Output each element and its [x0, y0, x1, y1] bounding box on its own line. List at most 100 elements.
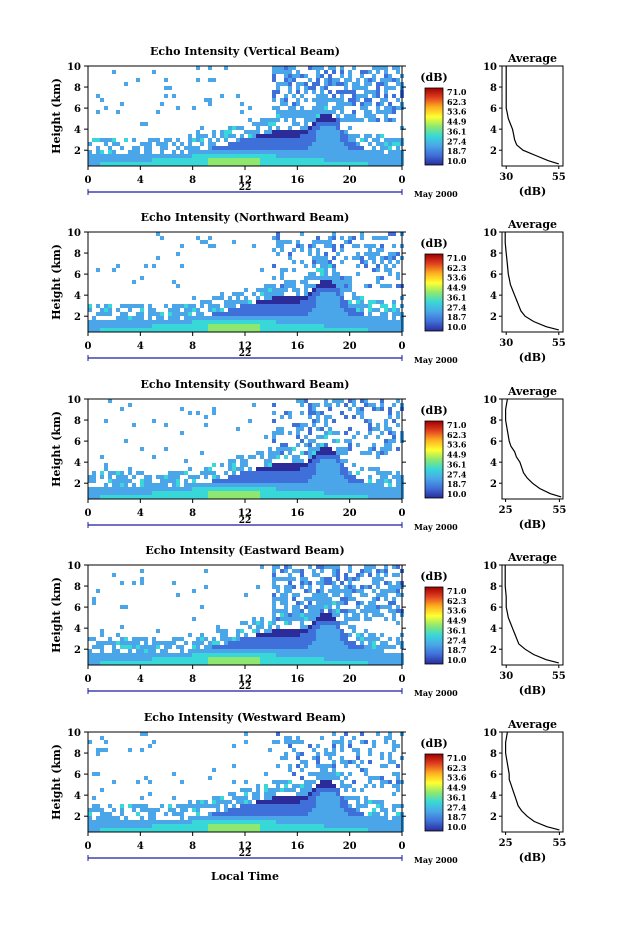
heatmap-cell — [188, 150, 192, 154]
heatmap-cell — [240, 328, 244, 332]
heatmap-cell — [332, 633, 336, 637]
heatmap-cell — [360, 593, 364, 597]
heatmap-cell — [108, 308, 112, 312]
heatmap-cell — [332, 110, 336, 114]
heatmap-cell — [352, 82, 356, 86]
heatmap-cell — [296, 244, 300, 248]
heatmap-cell — [112, 820, 116, 824]
heatmap-cell — [320, 609, 324, 613]
heatmap-cell — [396, 491, 400, 495]
heatmap-cell — [92, 316, 96, 320]
heatmap-cell — [196, 134, 200, 138]
heatmap-cell — [380, 256, 384, 260]
heatmap-cell — [292, 102, 296, 106]
heatmap-cell — [272, 609, 276, 613]
heatmap-cell — [272, 601, 276, 605]
heatmap-cell — [296, 653, 300, 657]
heatmap-cell — [260, 637, 264, 641]
heatmap-cell — [264, 804, 268, 808]
heatmap-cell — [388, 158, 392, 162]
heatmap-cell — [264, 288, 268, 292]
heatmap-cell — [176, 162, 180, 166]
heatmap-cell — [348, 427, 352, 431]
heatmap-cell — [340, 581, 344, 585]
heatmap-cell — [300, 114, 304, 118]
heatmap-cell — [252, 483, 256, 487]
heatmap-cell — [356, 407, 360, 411]
heatmap-cell — [368, 820, 372, 824]
heatmap-cell — [276, 788, 280, 792]
heatmap-cell — [160, 487, 164, 491]
heatmap-cell — [332, 748, 336, 752]
heatmap-cell — [364, 419, 368, 423]
heatmap-cell — [264, 304, 268, 308]
heatmap-cell — [252, 804, 256, 808]
heatmap-cell — [180, 824, 184, 828]
heatmap-cell — [364, 158, 368, 162]
heatmap-cell — [240, 110, 244, 114]
heatmap-cell — [280, 316, 284, 320]
heatmap-cell — [100, 455, 104, 459]
heatmap-cell — [100, 736, 104, 740]
heatmap-cell — [332, 768, 336, 772]
heatmap-cell — [280, 601, 284, 605]
heatmap-cell — [88, 661, 92, 665]
heatmap-cell — [364, 304, 368, 308]
heatmap-cell — [324, 316, 328, 320]
heatmap-cell — [244, 812, 248, 816]
heatmap-cell — [132, 653, 136, 657]
heatmap-cell — [376, 308, 380, 312]
heatmap-cell — [188, 828, 192, 832]
heatmap-cell — [396, 324, 400, 328]
heatmap-cell — [256, 475, 260, 479]
heatmap-cell — [328, 324, 332, 328]
heatmap-cell — [388, 601, 392, 605]
heatmap-cell — [280, 820, 284, 824]
heatmap-cell — [248, 158, 252, 162]
heatmap-cell — [292, 296, 296, 300]
heatmap-cell — [304, 146, 308, 150]
heatmap-cell — [248, 824, 252, 828]
heatmap-cell — [116, 162, 120, 166]
average-y-tick-label: 6 — [490, 770, 497, 781]
heatmap-cell — [108, 804, 112, 808]
heatmap-cell — [128, 316, 132, 320]
heatmap-cell — [336, 479, 340, 483]
heatmap-cell — [328, 66, 332, 70]
heatmap-cell — [328, 415, 332, 419]
heatmap-cell — [324, 70, 328, 74]
heatmap-cell — [260, 316, 264, 320]
heatmap-cell — [332, 248, 336, 252]
heatmap-cell — [372, 589, 376, 593]
heatmap-cell — [280, 569, 284, 573]
colorbar — [424, 420, 444, 499]
heatmap-cell — [316, 565, 320, 569]
heatmap-cell — [220, 491, 224, 495]
average-y-tick-label: 8 — [490, 249, 497, 260]
heatmap-cell — [364, 495, 368, 499]
heatmap-cell — [396, 784, 400, 788]
heatmap-cell — [396, 471, 400, 475]
heatmap-cell — [332, 740, 336, 744]
heatmap-cell — [136, 661, 140, 665]
heatmap-cell — [340, 280, 344, 284]
heatmap-cell — [288, 280, 292, 284]
heatmap-cell — [204, 150, 208, 154]
heatmap-cell — [344, 300, 348, 304]
heatmap-cell — [276, 565, 280, 569]
heatmap-cell — [228, 158, 232, 162]
heatmap-cell — [320, 411, 324, 415]
heatmap-cell — [396, 272, 400, 276]
heatmap-cell — [164, 328, 168, 332]
heatmap-cell — [304, 633, 308, 637]
heatmap-cell — [332, 236, 336, 240]
heatmap-cell — [328, 816, 332, 820]
heatmap-cell — [120, 581, 124, 585]
heatmap-cell — [280, 284, 284, 288]
heatmap-cell — [264, 154, 268, 158]
y-axis-label: Height (km) — [50, 244, 63, 320]
heatmap-cell — [144, 154, 148, 158]
heatmap-cell — [200, 126, 204, 130]
heatmap-cell — [120, 641, 124, 645]
heatmap-cell — [160, 653, 164, 657]
